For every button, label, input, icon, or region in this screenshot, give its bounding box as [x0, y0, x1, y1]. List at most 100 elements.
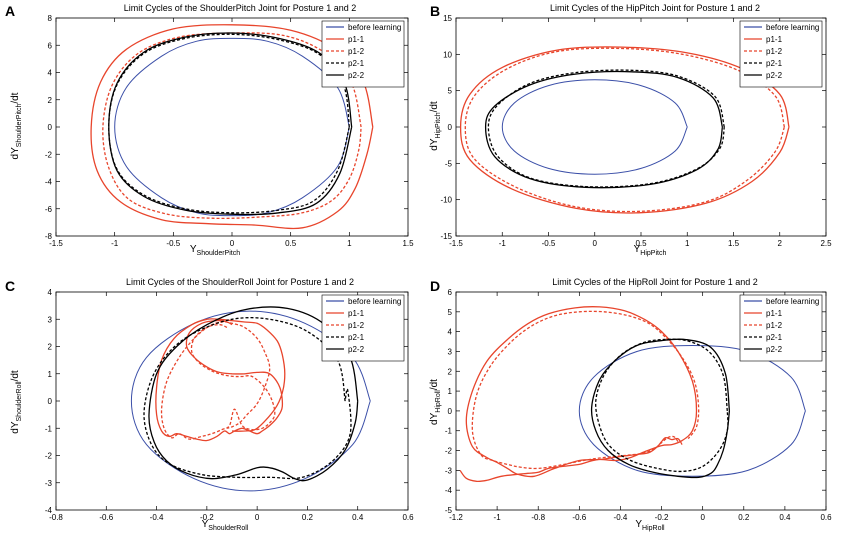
- legend-label-d: p1-2: [766, 321, 783, 330]
- x-tick-label-a: 0.5: [285, 239, 297, 248]
- legend-label-a: p1-1: [348, 35, 365, 44]
- x-axis-label-c-sub: ShoulderRoll: [208, 525, 249, 532]
- panel-c: C Limit Cycles of the ShoulderRoll Joint…: [5, 277, 414, 532]
- y-axis-label-b: dYHipPitch/dt: [429, 101, 442, 151]
- panel-title-a: Limit Cycles of the ShoulderPitch Joint …: [124, 3, 357, 13]
- plot-area-c: -0.8 -0.6 -0.4 -0.2 0 0.2 0.4 0.6 -4 -3 -2 -1 0 1 2 3 4 b…: [45, 288, 414, 522]
- y-tick-label-a: -4: [45, 178, 53, 187]
- x-tick-label-c: 0.2: [302, 513, 314, 522]
- x-axis-label-b-sub: HipPitch: [640, 250, 666, 257]
- x-axis-label-b-base: Y: [634, 244, 641, 255]
- x-tick-label-b: 0.5: [635, 239, 647, 248]
- legend-label-c: before learning: [348, 297, 401, 306]
- x-axis-label-d-sub: HipRoll: [642, 525, 665, 532]
- series-p1-1-b: [459, 46, 790, 214]
- y-tick-label-d: 3: [448, 347, 453, 356]
- panel-a: A Limit Cycles of the ShoulderPitch Join…: [5, 3, 414, 257]
- plot-area-d: -1.2 -1 -0.8 -0.6 -0.4 -0.2 0 0.2 0.4 0.6 -5 -4 -3 -2…: [445, 288, 832, 522]
- y-axis-label-c-post: /dt: [10, 370, 21, 381]
- y-tick-label-d: 5: [448, 308, 453, 317]
- y-tick-label-c: 4: [48, 288, 53, 297]
- legend-label-d: before learning: [766, 297, 819, 306]
- series-p2-1-a: [108, 33, 350, 214]
- y-axis-label-a-sub: ShoulderPitch: [16, 104, 23, 148]
- x-tick-label-c: -0.6: [99, 513, 113, 522]
- y-axis-label-b-pre: dY: [429, 138, 440, 151]
- x-axis-label-a: YShoulderPitch: [190, 244, 240, 257]
- legend-label-c: p2-1: [348, 333, 365, 342]
- y-tick-label-d: -5: [445, 506, 453, 515]
- x-axis-label-a-sub: ShoulderPitch: [197, 250, 241, 257]
- x-tick-label-a: -1: [111, 239, 119, 248]
- x-tick-label-c: 0.6: [402, 513, 414, 522]
- panel-b: B Limit Cycles of the HipPitch Joint for…: [429, 3, 832, 257]
- y-tick-label-b: 0: [448, 123, 453, 132]
- legend-label-b: before learning: [766, 23, 819, 32]
- y-tick-label-b: -5: [445, 159, 453, 168]
- y-tick-label-b: -10: [440, 196, 452, 205]
- y-tick-label-d: 0: [448, 407, 453, 416]
- y-tick-label-c: 3: [48, 315, 53, 324]
- y-tick-label-a: 6: [48, 41, 53, 50]
- series-before-learning-b: [501, 79, 688, 175]
- y-tick-label-d: 2: [448, 367, 453, 376]
- y-tick-label-d: 6: [448, 288, 453, 297]
- y-tick-label-c: -2: [45, 452, 53, 461]
- y-tick-label-c: -1: [45, 424, 53, 433]
- panel-title-c: Limit Cycles of the ShoulderRoll Joint f…: [126, 277, 354, 287]
- y-tick-label-d: -1: [445, 427, 453, 436]
- y-axis-label-d: dYHipRoll/dt: [429, 379, 442, 425]
- x-tick-label-a: 1: [347, 239, 352, 248]
- x-tick-label-d: -0.8: [531, 513, 545, 522]
- x-tick-label-a: -0.5: [166, 239, 180, 248]
- legend-label-d: p2-2: [766, 345, 783, 354]
- x-axis-label-d-base: Y: [635, 519, 642, 530]
- x-tick-label-b: -0.5: [542, 239, 556, 248]
- plot-area-b: -1.5 -1 -0.5 0 0.5 1 1.5 2 2.5 -15 -10 -5 0 5 10 15 befo…: [440, 14, 832, 248]
- y-axis-label-a: dYShoulderPitch/dt: [10, 92, 23, 159]
- series-p1-2-c: [160, 321, 276, 440]
- x-tick-label-d: -1: [494, 513, 502, 522]
- x-axis-label-d: YHipRoll: [635, 519, 665, 532]
- x-tick-label-d: -0.4: [614, 513, 628, 522]
- y-tick-label-a: -2: [45, 150, 53, 159]
- legend-label-b: p2-2: [766, 71, 783, 80]
- y-axis-label-a-post: /dt: [10, 92, 21, 103]
- y-tick-label-b: 5: [448, 87, 453, 96]
- y-tick-label-d: -3: [445, 466, 453, 475]
- legend-label-c: p2-2: [348, 345, 365, 354]
- y-tick-label-c: 1: [48, 370, 53, 379]
- y-axis-label-d-pre: dY: [429, 412, 440, 425]
- series-p1-2-a: [102, 32, 362, 220]
- series-p1-2-b: [464, 47, 786, 213]
- y-axis-label-d-sub: HipRoll: [435, 390, 442, 413]
- legend-label-b: p1-1: [766, 35, 783, 44]
- x-tick-label-b: -1: [499, 239, 507, 248]
- series-p2-1-d: [595, 338, 729, 473]
- y-tick-label-a: 4: [48, 69, 53, 78]
- x-axis-label-b: YHipPitch: [634, 244, 667, 257]
- legend-label-b: p1-2: [766, 47, 783, 56]
- legend-box-c: [321, 294, 405, 362]
- series-p2-2-a: [108, 32, 353, 216]
- legend-label-a: p1-2: [348, 47, 365, 56]
- legend-label-d: p1-1: [766, 309, 783, 318]
- x-tick-label-a: 1.5: [402, 239, 414, 248]
- y-tick-label-b: -15: [440, 232, 452, 241]
- y-tick-label-d: -4: [445, 486, 453, 495]
- y-tick-label-a: -6: [45, 205, 53, 214]
- legend-label-a: before learning: [348, 23, 401, 32]
- x-tick-label-d: -0.2: [655, 513, 669, 522]
- x-tick-label-d: 0.6: [820, 513, 832, 522]
- y-axis-label-c: dYShoulderRoll/dt: [10, 370, 23, 434]
- legend-box-b: [739, 20, 823, 88]
- y-tick-label-a: 8: [48, 14, 53, 23]
- panel-d: D Limit Cycles of the HipRoll Joint for …: [429, 277, 832, 532]
- y-tick-label-d: -2: [445, 447, 453, 456]
- x-tick-label-d: -0.6: [572, 513, 586, 522]
- series-p2-2-d: [590, 338, 731, 479]
- series-p2-1-c: [143, 317, 352, 480]
- series-p1-1-c: [155, 318, 286, 442]
- x-tick-label-b: 0: [593, 239, 598, 248]
